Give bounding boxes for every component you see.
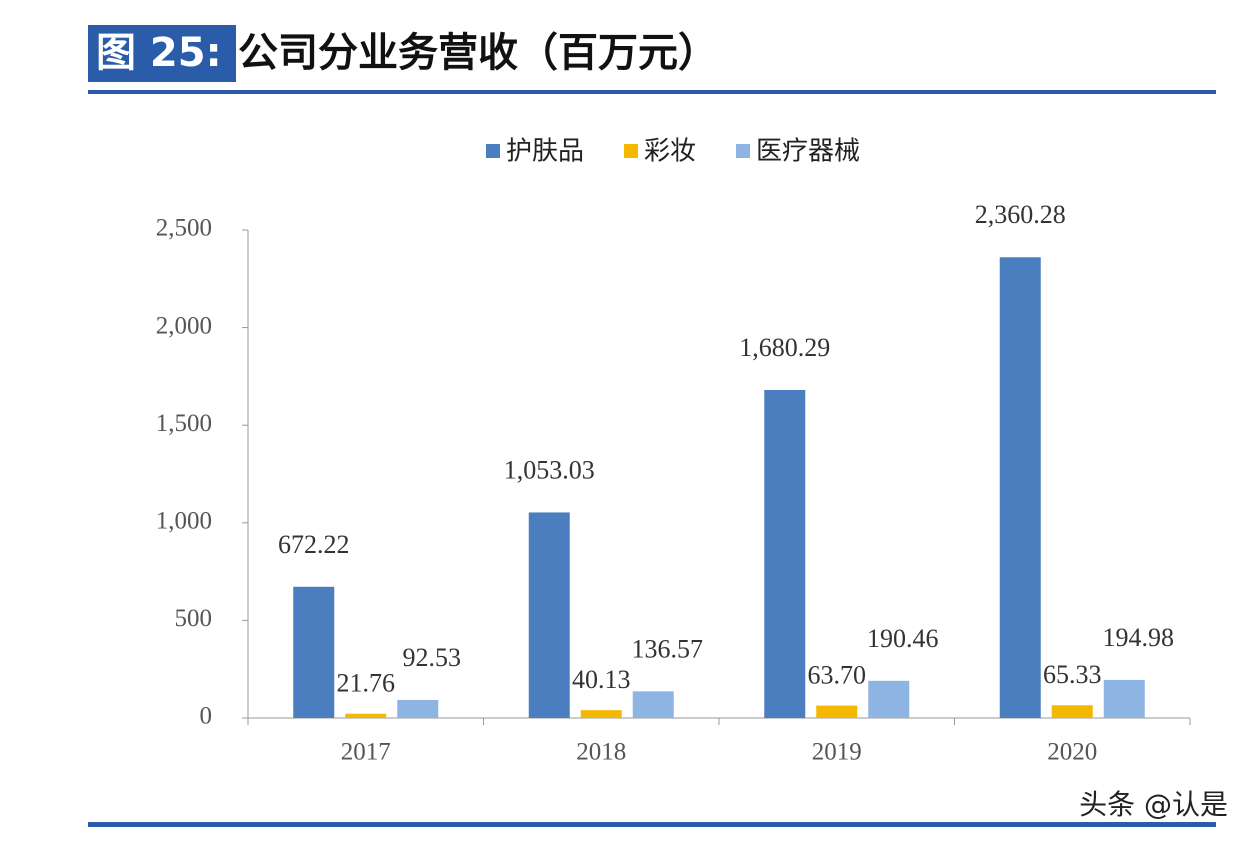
x-tick-label: 2020 — [1047, 739, 1097, 766]
data-label: 63.70 — [808, 661, 867, 690]
bar — [1051, 705, 1093, 718]
x-tick-label: 2018 — [576, 739, 626, 766]
bar — [293, 586, 335, 718]
figure-label-box — [88, 25, 236, 82]
data-label: 1,053.03 — [504, 455, 595, 484]
legend-swatch — [736, 144, 750, 158]
y-tick-label: 2,500 — [156, 215, 212, 242]
x-tick-label: 2017 — [341, 739, 391, 766]
y-tick-label: 2,000 — [156, 312, 212, 339]
y-tick-label: 1,500 — [156, 410, 212, 437]
data-label: 136.57 — [632, 634, 704, 663]
header-rule — [88, 90, 1216, 94]
data-label: 92.53 — [403, 643, 462, 672]
y-tick-label: 1,000 — [156, 508, 212, 535]
data-label: 194.98 — [1103, 623, 1175, 652]
chart-title: 公司分业务营收（百万元） — [238, 30, 718, 76]
bar — [580, 710, 622, 718]
footer-rule — [88, 822, 1216, 827]
data-label: 21.76 — [337, 669, 396, 698]
legend-label: 医疗器械 — [756, 137, 860, 167]
bar — [397, 699, 439, 718]
data-label: 2,360.28 — [975, 200, 1066, 229]
figure-label: 图 25: — [96, 30, 222, 76]
data-label: 1,680.29 — [739, 333, 830, 362]
data-label: 65.33 — [1043, 660, 1102, 689]
bar — [764, 390, 806, 718]
data-label: 190.46 — [867, 624, 939, 653]
bar — [1103, 679, 1145, 718]
bar — [528, 512, 570, 718]
legend-swatch — [624, 144, 638, 158]
legend-label: 彩妆 — [644, 137, 696, 167]
bar — [999, 257, 1041, 718]
bar — [868, 680, 910, 718]
y-tick-label: 500 — [175, 605, 213, 632]
bar — [816, 705, 858, 718]
x-tick-label: 2019 — [812, 739, 862, 766]
watermark: 头条 @认是 — [1079, 788, 1228, 821]
data-label: 672.22 — [278, 530, 350, 559]
data-label: 40.13 — [572, 665, 631, 694]
y-tick-label: 0 — [200, 703, 213, 730]
legend-swatch — [486, 144, 500, 158]
bar — [345, 713, 387, 718]
bar — [632, 691, 674, 718]
legend-label: 护肤品 — [506, 137, 584, 167]
